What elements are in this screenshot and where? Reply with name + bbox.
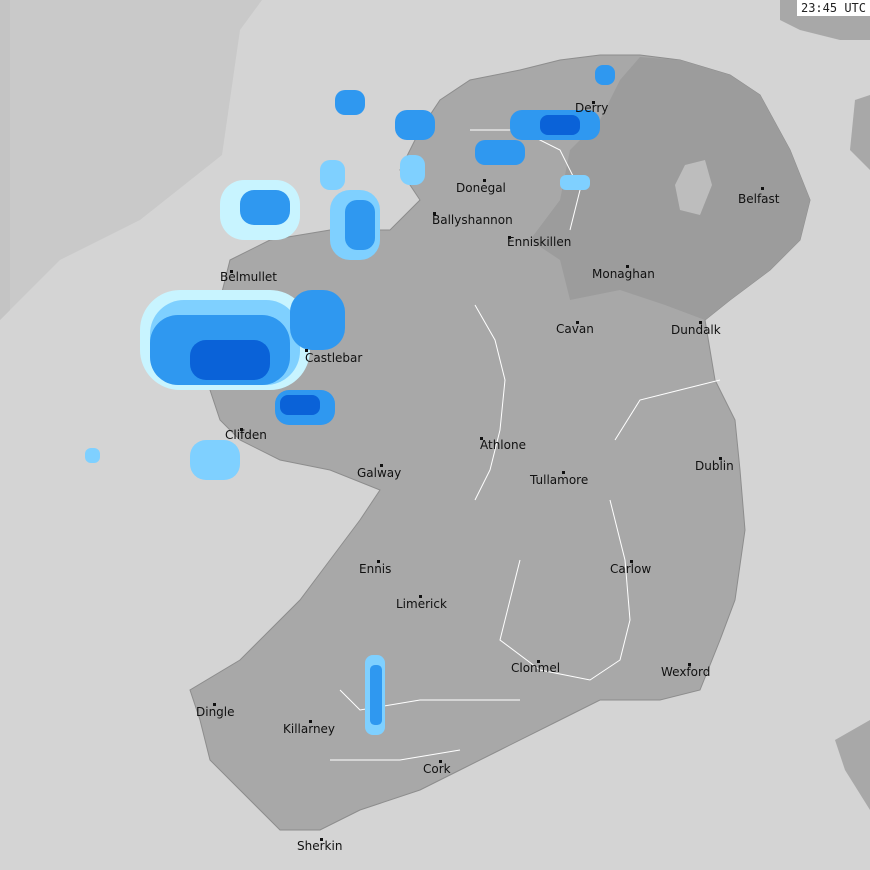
city-marker (309, 720, 312, 723)
city-marker (240, 428, 243, 431)
city-label-clonmel: Clonmel (511, 661, 561, 675)
city-label-donegal: Donegal (456, 181, 506, 195)
city-marker (576, 321, 579, 324)
city-marker (626, 265, 629, 268)
city-marker (537, 660, 540, 663)
city-label-ennis: Ennis (359, 562, 392, 576)
city-marker (699, 321, 702, 324)
city-label-monaghan: Monaghan (592, 267, 655, 281)
timestamp: 23:45 UTC (796, 0, 870, 16)
city-marker (305, 349, 308, 352)
wales-land (835, 720, 870, 810)
radar-coverage-edge (0, 0, 262, 320)
rain-cell (290, 290, 345, 350)
city-marker (508, 236, 511, 239)
rain-cell (370, 665, 382, 725)
city-label-enniskillen: Enniskillen (507, 235, 572, 249)
city-marker (439, 760, 442, 763)
rain-cells (85, 65, 615, 735)
city-label-galway: Galway (357, 466, 402, 480)
rain-cell (190, 440, 240, 480)
city-label-sherkin: Sherkin (297, 839, 343, 853)
rain-cell (345, 200, 375, 250)
rain-cell (560, 175, 590, 190)
city-marker (419, 595, 422, 598)
rain-cell (320, 160, 345, 190)
city-label-derry: Derry (575, 101, 609, 115)
city-label-killarney: Killarney (283, 722, 336, 736)
city-marker (380, 464, 383, 467)
scotland-land-2 (850, 95, 870, 170)
rain-cell (85, 448, 100, 463)
rivers (330, 129, 721, 761)
city-marker (480, 437, 483, 440)
rain-cell (595, 65, 615, 85)
rain-cell (395, 110, 435, 140)
rain-cell (475, 140, 525, 165)
rain-cell (240, 190, 290, 225)
rain-cell (335, 90, 365, 115)
city-label-ballyshannon: Ballyshannon (432, 213, 513, 227)
rain-cell (400, 155, 425, 185)
city-label-clifden: Clifden (225, 428, 267, 442)
city-label-tullamore: Tullamore (530, 473, 589, 487)
city-label-carlow: Carlow (610, 562, 652, 576)
rain-cell (280, 395, 320, 415)
city-marker (562, 471, 565, 474)
city-marker (230, 270, 233, 273)
lough-neagh (675, 160, 712, 215)
city-marker (719, 457, 722, 460)
rain-cell (540, 115, 580, 135)
city-marker (213, 703, 216, 706)
city-label-athlone: Athlone (480, 438, 526, 452)
city-label-limerick: Limerick (396, 597, 447, 611)
city-marker (630, 560, 633, 563)
city-marker (688, 663, 691, 666)
city-marker (320, 838, 323, 841)
city-marker (761, 187, 764, 190)
city-label-belmullet: Belmullet (220, 270, 277, 284)
city-label-belfast: Belfast (738, 192, 780, 206)
city-marker (483, 179, 486, 182)
city-label-dundalk: Dundalk (671, 323, 721, 337)
city-label-castlebar: Castlebar (305, 351, 363, 365)
city-label-cork: Cork (423, 762, 451, 776)
city-label-cavan: Cavan (556, 322, 594, 336)
city-marker (377, 560, 380, 563)
rain-cell (190, 340, 270, 380)
city-marker (433, 212, 436, 215)
city-label-dublin: Dublin (695, 459, 734, 473)
city-label-wexford: Wexford (661, 665, 711, 679)
city-marker (592, 101, 595, 104)
city-label-dingle: Dingle (196, 705, 235, 719)
